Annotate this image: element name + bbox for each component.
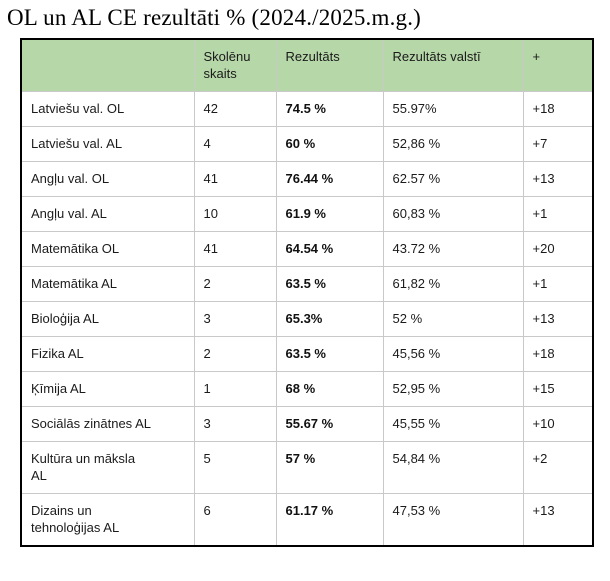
page-title: OL un AL CE rezultāti % (2024./2025.m.g.… (7, 5, 422, 30)
cell-result-national: 45,56 % (382, 336, 524, 372)
table-body: Latviešu val. OL 42 74.5 % 55.97% +18 Latvieš… (20, 91, 594, 547)
cell-result-national: 52,95 % (382, 371, 524, 407)
cell-subject: Latviešu val. AL (20, 126, 195, 162)
cell-result-national: 62.57 % (382, 161, 524, 197)
cell-result: 76.44 % (275, 161, 384, 197)
table-row: Latviešu val. AL 4 60 % 52,86 % +7 (20, 126, 594, 162)
cell-student-count: 10 (193, 196, 277, 232)
cell-subject: Angļu val. OL (20, 161, 195, 197)
cell-diff: +1 (522, 266, 594, 302)
cell-diff: +13 (522, 161, 594, 197)
cell-subject: Matemātika AL (20, 266, 195, 302)
cell-subject: Fizika AL (20, 336, 195, 372)
table-row: Angļu val. AL 10 61.9 % 60,83 % +1 (20, 196, 594, 232)
cell-diff: +18 (522, 91, 594, 127)
cell-student-count: 3 (193, 301, 277, 337)
table-row: Sociālās zinātnes AL 3 55.67 % 45,55 % +10 (20, 406, 594, 442)
cell-student-count: 42 (193, 91, 277, 127)
cell-result: 68 % (275, 371, 384, 407)
cell-student-count: 2 (193, 336, 277, 372)
cell-result: 61.9 % (275, 196, 384, 232)
cell-subject: Ķīmija AL (20, 371, 195, 407)
cell-result-national: 52,86 % (382, 126, 524, 162)
cell-result: 74.5 % (275, 91, 384, 127)
cell-student-count: 41 (193, 231, 277, 267)
cell-diff: +13 (522, 493, 594, 547)
cell-diff: +18 (522, 336, 594, 372)
cell-subject: Kultūra un māksla AL (20, 441, 195, 494)
table-row: Bioloģija AL 3 65.3% 52 % +13 (20, 301, 594, 337)
table-row: Kultūra un māksla AL 5 57 % 54,84 % +2 (20, 441, 594, 494)
cell-student-count: 2 (193, 266, 277, 302)
cell-subject: Bioloģija AL (20, 301, 195, 337)
cell-subject: Dizains un tehnoloģijas AL (20, 493, 195, 547)
column-header-result-national: Rezultāts valstī (382, 38, 524, 92)
cell-diff: +15 (522, 371, 594, 407)
cell-result-national: 45,55 % (382, 406, 524, 442)
table-row: Dizains un tehnoloģijas AL 6 61.17 % 47,53 … (20, 493, 594, 547)
cell-student-count: 41 (193, 161, 277, 197)
cell-student-count: 4 (193, 126, 277, 162)
cell-result-national: 47,53 % (382, 493, 524, 547)
cell-diff: +10 (522, 406, 594, 442)
table-row: Latviešu val. OL 42 74.5 % 55.97% +18 (20, 91, 594, 127)
cell-result: 65.3% (275, 301, 384, 337)
column-header-subject (20, 38, 195, 92)
cell-student-count: 1 (193, 371, 277, 407)
table-row: Angļu val. OL 41 76.44 % 62.57 % +13 (20, 161, 594, 197)
table-row: Ķīmija AL 1 68 % 52,95 % +15 (20, 371, 594, 407)
cell-student-count: 3 (193, 406, 277, 442)
cell-subject: Latviešu val. OL (20, 91, 195, 127)
cell-subject: Angļu val. AL (20, 196, 195, 232)
cell-result: 63.5 % (275, 336, 384, 372)
cell-subject: Sociālās zinātnes AL (20, 406, 195, 442)
cell-diff: +13 (522, 301, 594, 337)
cell-result-national: 43.72 % (382, 231, 524, 267)
cell-diff: +7 (522, 126, 594, 162)
results-table: Skolēnu skaits Rezultāts Rezultāts valstī +… (20, 38, 594, 547)
column-header-result: Rezultāts (275, 38, 384, 92)
cell-result: 60 % (275, 126, 384, 162)
cell-result: 63.5 % (275, 266, 384, 302)
header-row: Skolēnu skaits Rezultāts Rezultāts valstī + (20, 38, 594, 92)
column-header-diff: + (522, 38, 594, 92)
column-header-student-count: Skolēnu skaits (193, 38, 277, 92)
document-page: OL un AL CE rezultāti % (2024./2025.m.g.… (7, 5, 594, 547)
table-row: Matemātika OL 41 64.54 % 43.72 % +20 (20, 231, 594, 267)
cell-result: 57 % (275, 441, 384, 494)
cell-diff: +20 (522, 231, 594, 267)
cell-result-national: 55.97% (382, 91, 524, 127)
table-header: Skolēnu skaits Rezultāts Rezultāts valstī + (20, 38, 594, 92)
cell-diff: +2 (522, 441, 594, 494)
cell-result: 61.17 % (275, 493, 384, 547)
cell-diff: +1 (522, 196, 594, 232)
cell-student-count: 5 (193, 441, 277, 494)
cell-result: 55.67 % (275, 406, 384, 442)
cell-result-national: 61,82 % (382, 266, 524, 302)
cell-result-national: 60,83 % (382, 196, 524, 232)
table-row: Fizika AL 2 63.5 % 45,56 % +18 (20, 336, 594, 372)
cell-result-national: 54,84 % (382, 441, 524, 494)
cell-student-count: 6 (193, 493, 277, 547)
table-row: Matemātika AL 2 63.5 % 61,82 % +1 (20, 266, 594, 302)
cell-result: 64.54 % (275, 231, 384, 267)
cell-subject: Matemātika OL (20, 231, 195, 267)
cell-result-national: 52 % (382, 301, 524, 337)
